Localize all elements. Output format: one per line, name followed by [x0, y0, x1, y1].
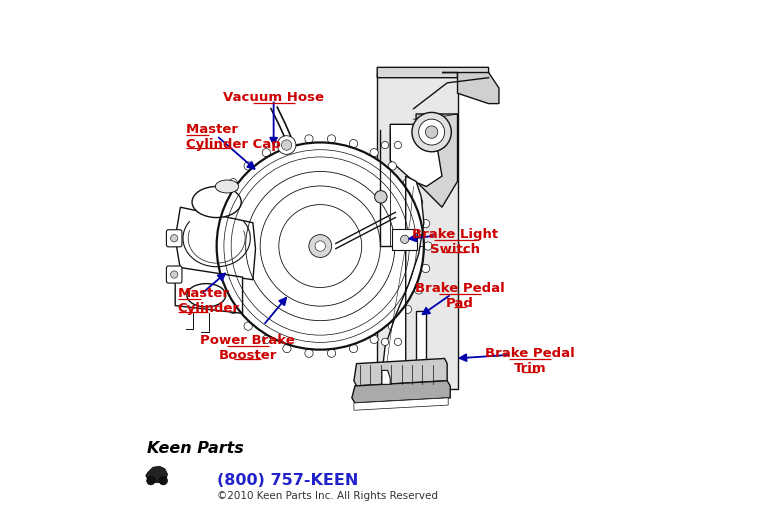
Circle shape	[277, 136, 296, 154]
Circle shape	[159, 477, 167, 485]
Circle shape	[412, 112, 451, 152]
Circle shape	[414, 286, 423, 294]
Circle shape	[394, 141, 402, 149]
Ellipse shape	[216, 180, 239, 193]
FancyBboxPatch shape	[392, 229, 417, 250]
Circle shape	[263, 149, 270, 157]
Circle shape	[211, 220, 219, 228]
Circle shape	[283, 344, 291, 353]
Circle shape	[388, 322, 397, 330]
Polygon shape	[377, 67, 489, 83]
Circle shape	[414, 198, 423, 206]
Ellipse shape	[192, 186, 241, 218]
Polygon shape	[442, 73, 499, 104]
Circle shape	[381, 141, 389, 149]
Circle shape	[244, 162, 253, 170]
Text: Master
Cylinder: Master Cylinder	[178, 287, 239, 315]
Text: Vacuum Hose: Vacuum Hose	[223, 91, 324, 104]
Circle shape	[209, 242, 216, 250]
Circle shape	[388, 162, 397, 170]
Circle shape	[327, 135, 336, 143]
Circle shape	[244, 322, 253, 330]
Text: (800) 757-KEEN: (800) 757-KEEN	[216, 473, 358, 488]
Circle shape	[229, 305, 237, 313]
Polygon shape	[383, 176, 424, 386]
Circle shape	[305, 135, 313, 143]
Circle shape	[147, 477, 155, 485]
Circle shape	[424, 242, 432, 250]
Polygon shape	[382, 370, 390, 384]
Circle shape	[283, 139, 291, 148]
Text: Brake Pedal
Trim: Brake Pedal Trim	[485, 347, 575, 375]
Polygon shape	[354, 358, 447, 386]
Circle shape	[421, 220, 430, 228]
Circle shape	[381, 338, 389, 346]
Polygon shape	[176, 267, 243, 313]
Circle shape	[218, 286, 226, 294]
Circle shape	[216, 142, 424, 350]
Circle shape	[403, 179, 411, 187]
Circle shape	[170, 271, 178, 278]
Circle shape	[421, 264, 430, 272]
FancyBboxPatch shape	[166, 229, 182, 247]
Circle shape	[309, 235, 332, 257]
Circle shape	[370, 335, 378, 343]
Circle shape	[327, 349, 336, 357]
Text: Brake Pedal
Pad: Brake Pedal Pad	[415, 282, 505, 310]
Circle shape	[305, 349, 313, 357]
Text: Master 
Cylinder Cap: Master Cylinder Cap	[186, 123, 280, 151]
Polygon shape	[354, 398, 448, 410]
Circle shape	[370, 149, 378, 157]
Circle shape	[375, 191, 387, 203]
Polygon shape	[390, 124, 442, 186]
Circle shape	[229, 179, 237, 187]
Polygon shape	[176, 207, 256, 280]
Text: Power Brake
Booster: Power Brake Booster	[200, 334, 295, 362]
Circle shape	[170, 235, 178, 242]
FancyBboxPatch shape	[166, 266, 182, 283]
Text: Keen Parts: Keen Parts	[147, 441, 243, 456]
Polygon shape	[352, 381, 450, 403]
Circle shape	[281, 140, 292, 150]
Circle shape	[350, 139, 358, 148]
Circle shape	[394, 338, 402, 346]
Circle shape	[263, 335, 270, 343]
Circle shape	[419, 119, 444, 145]
Text: ©2010 Keen Parts Inc. All Rights Reserved: ©2010 Keen Parts Inc. All Rights Reserve…	[216, 491, 437, 501]
Text: Brake Light
Switch: Brake Light Switch	[412, 228, 498, 256]
Circle shape	[425, 126, 438, 138]
Circle shape	[350, 344, 358, 353]
Circle shape	[211, 264, 219, 272]
Circle shape	[403, 305, 411, 313]
Ellipse shape	[187, 284, 226, 307]
Polygon shape	[146, 466, 167, 483]
Circle shape	[218, 198, 226, 206]
Circle shape	[315, 241, 326, 251]
Polygon shape	[416, 114, 457, 207]
Circle shape	[400, 235, 409, 243]
Polygon shape	[377, 73, 457, 388]
